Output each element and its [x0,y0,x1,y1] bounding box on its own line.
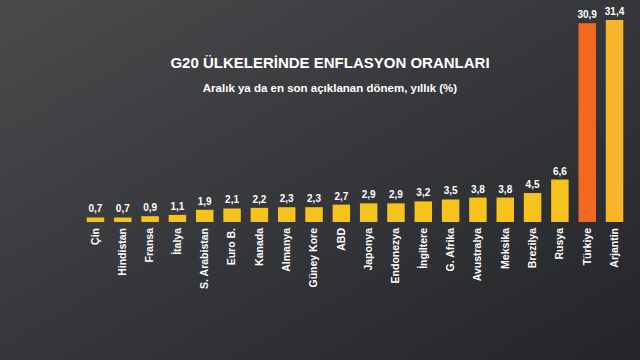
data-label: 2,9 [362,189,376,200]
tick: Fransa [143,222,155,262]
tick-label: Türkiye [581,228,593,266]
data-label: 1,9 [198,196,212,207]
data-label: 2,1 [225,194,239,205]
data-label: 3,8 [471,184,485,195]
bar [360,203,377,222]
bars [87,20,624,222]
x-axis: Çin Hindistan Fransa İtalya S. Arabistan Euro… [85,222,627,289]
bar [223,208,240,222]
tick: Arjantin [608,222,620,268]
data-labels: 0,7 0,7 0,9 1,1 1,9 2,1 2,2 2,3 2,3 2,7 2,9 2,9 3,2 3… [89,6,625,214]
tick-label: Euro B. [225,228,237,265]
bar [333,205,350,222]
tick-label: Brezilya [526,228,538,268]
tick-label: Kanada [253,228,265,266]
bar [387,203,404,222]
data-label: 3,8 [498,184,512,195]
bar [606,20,623,222]
tick: Kanada [253,222,265,266]
bar [415,201,432,222]
bar [524,193,541,222]
tick-label: İngiltere [417,228,429,269]
bar [141,216,158,222]
tick-label: Çin [89,228,101,245]
data-label: 30,9 [577,9,597,20]
bar [578,23,595,222]
data-label: 2,7 [334,191,348,202]
tick-label: G. Afrika [444,228,456,272]
tick-label: Endonezya [389,228,401,284]
bar [469,198,486,222]
tick: İtalya [171,222,183,255]
data-label: 31,4 [605,6,625,17]
tick: ABD [335,222,347,251]
tick-label: S. Arabistan [198,228,210,289]
tick: Meksika [499,222,511,269]
data-label: 0,9 [143,202,157,213]
bar [196,210,213,222]
bar [442,199,459,222]
title: G20 ÜLKELERİNDE ENFLASYON ORANLARI [170,54,489,71]
data-label: 4,5 [526,179,540,190]
tick: Japonya [362,222,374,271]
bar [251,208,268,222]
tick: Güney Kore [307,222,319,288]
tick-label: Fransa [143,228,155,263]
tick: Endonezya [389,222,401,283]
data-label: 2,2 [252,194,266,205]
data-label: 2,3 [280,193,294,204]
tick-label: Meksika [499,228,511,269]
data-label: 0,7 [116,203,130,214]
data-label: 1,1 [170,201,184,212]
tick-label: Hindistan [116,228,128,276]
bar [497,198,514,222]
bar [305,207,322,222]
tick-label: Avustralya [471,228,483,281]
data-label: 3,2 [416,187,430,198]
tick-label: Japonya [362,228,374,271]
tick-label: Almanya [280,228,292,272]
tick: Brezilya [526,222,538,268]
data-label: 3,5 [444,185,458,196]
tick-label: ABD [335,228,347,251]
axis-line [85,222,627,223]
data-label: 2,9 [389,189,403,200]
subtitle: Aralık ya da en son açıklanan dönem, yıl… [203,82,458,94]
tick: Avustralya [471,222,483,281]
tick: Hindistan [116,222,128,276]
tick: Çin [89,222,101,245]
bar [169,215,186,222]
tick-label: Güney Kore [307,228,319,288]
tick: S. Arabistan [198,222,210,289]
background [0,0,640,360]
tick: İngiltere [417,222,429,269]
bar [278,207,295,222]
tick: Türkiye [581,222,593,265]
chart: G20 ÜLKELERİNDE ENFLASYON ORANLARI Aralık… [0,0,640,360]
tick-label: Arjantin [608,228,620,268]
bar [87,217,104,222]
tick-label: Rusya [553,228,565,260]
tick-label: İtalya [171,228,183,255]
tick: G. Afrika [444,222,456,271]
tick: Almanya [280,222,292,272]
bar [551,180,568,222]
bar [114,217,131,222]
data-label: 0,7 [89,203,103,214]
data-label: 2,3 [307,193,321,204]
tick: Rusya [553,222,565,260]
data-label: 6,6 [553,166,567,177]
tick: Euro B. [225,222,237,265]
